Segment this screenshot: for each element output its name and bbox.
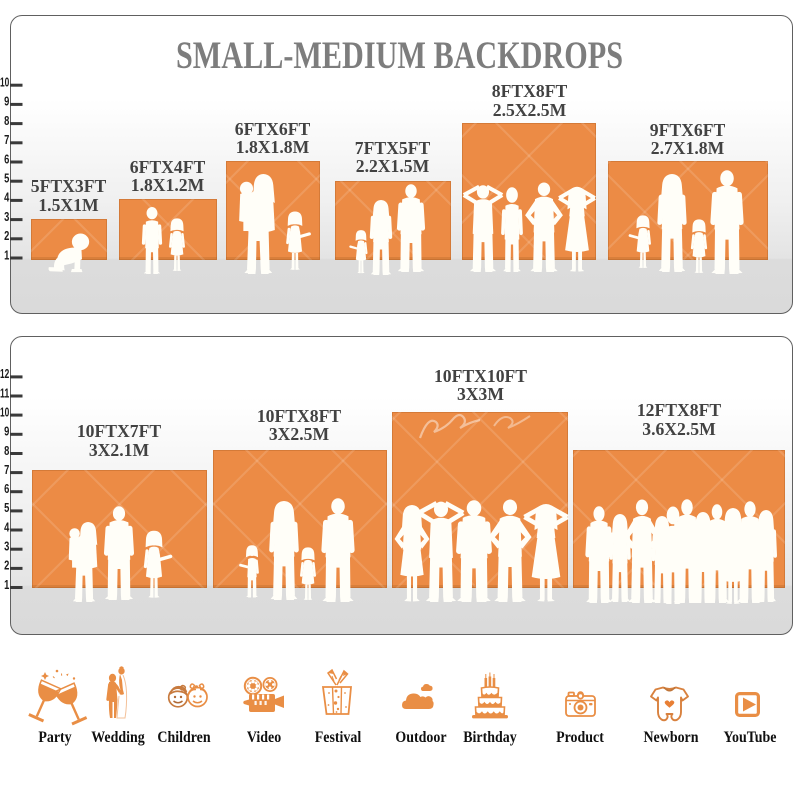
svg-text:6: 6: [4, 152, 9, 166]
svg-text:2: 2: [4, 559, 9, 573]
svg-text:6: 6: [4, 482, 9, 496]
svg-text:3: 3: [4, 540, 9, 554]
svg-text:5: 5: [4, 501, 9, 515]
svg-text:4: 4: [4, 520, 9, 534]
svg-text:1: 1: [4, 578, 9, 592]
svg-text:10: 10: [0, 76, 9, 90]
svg-text:11: 11: [0, 386, 9, 400]
svg-text:2: 2: [4, 229, 9, 243]
svg-text:8: 8: [4, 444, 9, 458]
svg-text:12: 12: [0, 367, 9, 381]
svg-text:4: 4: [4, 191, 9, 205]
svg-text:7: 7: [4, 463, 9, 477]
svg-text:9: 9: [4, 95, 9, 109]
svg-text:8: 8: [4, 114, 9, 128]
svg-text:3: 3: [4, 210, 9, 224]
svg-text:7: 7: [4, 133, 9, 147]
svg-text:SMALL-MEDIUM BACKDROPS: SMALL-MEDIUM BACKDROPS: [176, 34, 623, 77]
svg-text:5: 5: [4, 172, 9, 186]
svg-text:9: 9: [4, 425, 9, 439]
svg-text:1: 1: [4, 248, 9, 262]
svg-text:10: 10: [0, 405, 9, 419]
